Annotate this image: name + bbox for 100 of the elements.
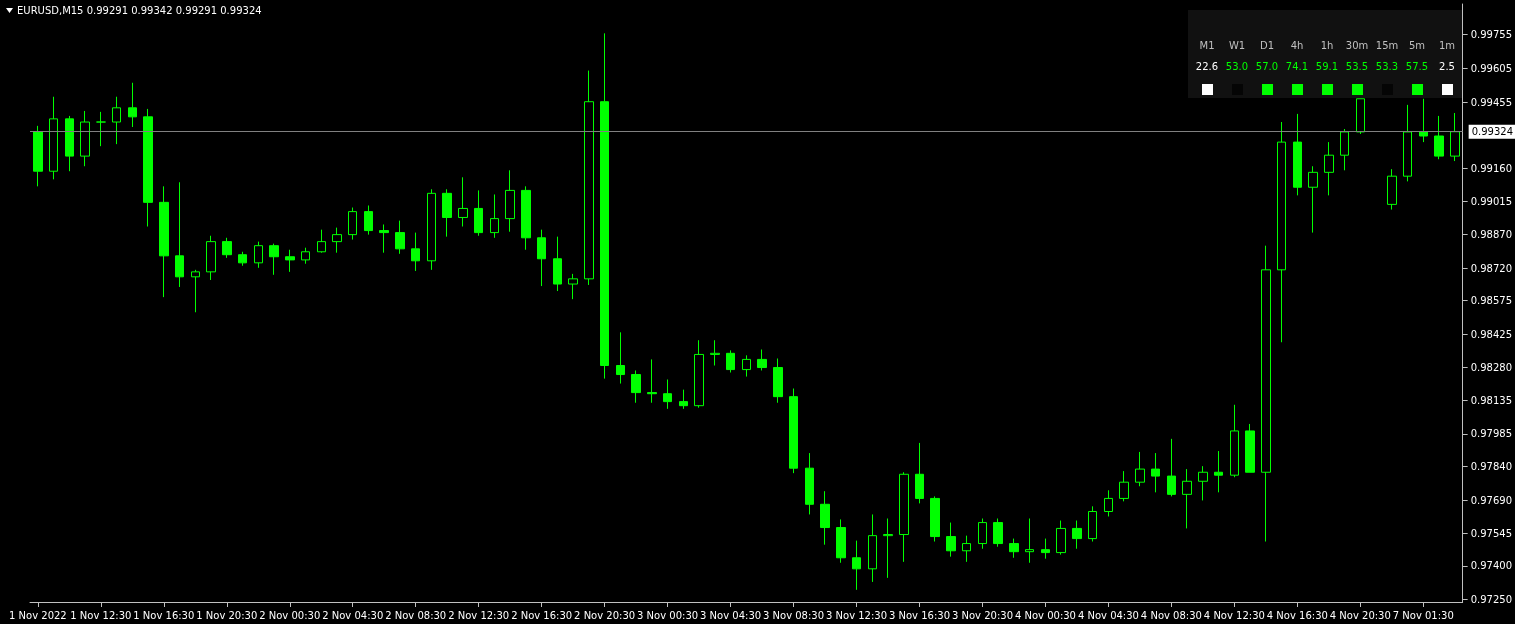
annotation: 15m [1374, 40, 1400, 51]
candlestick [1198, 465, 1208, 501]
y-tick-label: 0.97690 [1470, 494, 1513, 506]
candlestick [584, 70, 594, 286]
candlestick [537, 229, 546, 287]
annotation: D1 [1258, 40, 1276, 51]
y-tick-label: 0.99755 [1470, 28, 1513, 40]
annotation: 74.1 [1284, 61, 1310, 72]
candlestick [1261, 245, 1271, 543]
candlestick [647, 358, 657, 404]
y-tick-label: 0.97250 [1470, 594, 1513, 606]
x-tick-label: 3 Nov 20:30 [951, 609, 1014, 621]
x-tick-label: 2 Nov 16:30 [511, 609, 573, 621]
annotation: 30m [1344, 40, 1370, 51]
candlestick [710, 339, 720, 367]
candlestick [301, 247, 310, 265]
candlestick [742, 354, 751, 378]
candlestick [1340, 128, 1349, 171]
x-tick-label: 3 Nov 04:30 [700, 609, 762, 621]
candlestick [143, 108, 153, 227]
candlestick [112, 96, 121, 145]
annotation: M1 [1198, 40, 1216, 51]
annotation: 2.5 [1438, 61, 1456, 72]
candlestick [1009, 538, 1019, 559]
chart-title: EURUSD,M15 0.99291 0.99342 0.99291 0.99324 [17, 5, 262, 16]
candlestick [317, 229, 326, 254]
candlestick [269, 243, 279, 276]
candlestick [915, 442, 924, 504]
y-tick-label: 0.98575 [1470, 295, 1513, 307]
candlestick [159, 185, 169, 298]
y-tick-label: 0.99160 [1470, 163, 1513, 175]
candlestick [254, 241, 263, 269]
candlestick [789, 388, 798, 474]
y-tick-label: 0.97985 [1470, 428, 1513, 440]
y-tick-label: 0.99455 [1470, 96, 1513, 108]
candlestick [364, 205, 373, 236]
candlestick [1356, 98, 1365, 135]
candlestick [1324, 141, 1334, 196]
candlestick [663, 379, 672, 410]
candlestick [1025, 518, 1034, 564]
candlestick [868, 513, 877, 583]
candlestick [1293, 113, 1302, 196]
x-tick-label: 4 Nov 12:30 [1203, 609, 1265, 621]
annotation: 57.0 [1254, 61, 1280, 72]
x-tick-label: 1 Nov 12:30 [70, 609, 132, 621]
candlestick [521, 185, 531, 251]
candlestick [474, 189, 483, 237]
annotation: 1m [1437, 40, 1457, 51]
y-tick-label: 0.97400 [1470, 560, 1513, 572]
candlestick [757, 348, 767, 371]
candlestick [1104, 489, 1113, 517]
candlestick [568, 273, 578, 300]
y-tick-label: 0.98870 [1470, 228, 1513, 240]
x-tick-label: 4 Nov 16:30 [1266, 609, 1328, 621]
candlestick [1230, 404, 1239, 478]
x-tick-label: 1 Nov 16:30 [133, 609, 195, 621]
annotation: 22.6 [1194, 61, 1220, 72]
x-tick-label: 3 Nov 16:30 [888, 609, 951, 621]
candlestick [1151, 452, 1160, 493]
x-tick-label: 4 Nov 04:30 [1077, 609, 1139, 621]
x-tick-label: 2 Nov 20:30 [574, 609, 636, 621]
candlestick [993, 518, 1003, 548]
x-tick-label: 2 Nov 04:30 [322, 609, 384, 621]
candlestick [1135, 451, 1145, 487]
candlestick [1088, 505, 1097, 543]
candlestick [773, 358, 783, 404]
candlestick [1167, 438, 1176, 497]
candlestick [33, 125, 43, 187]
candlestick [395, 220, 405, 255]
x-tick-label: 2 Nov 00:30 [259, 609, 321, 621]
candlestick [1277, 121, 1286, 343]
candlestick [899, 471, 909, 563]
x-tick-label: 3 Nov 12:30 [826, 609, 888, 621]
y-tick-label: 0.98425 [1470, 329, 1513, 341]
x-tick-label: 2 Nov 08:30 [385, 609, 447, 621]
candlestick [1403, 104, 1412, 182]
x-tick-label: 1 Nov 2022 [9, 609, 67, 621]
candlestick [1041, 538, 1050, 560]
candlestick [1072, 520, 1082, 550]
candlestick [820, 490, 830, 546]
annotation: 4h [1289, 40, 1305, 51]
candlestick [222, 237, 232, 259]
candlestick [65, 115, 74, 172]
x-tick-label: 3 Nov 00:30 [637, 609, 699, 621]
candlestick [1245, 423, 1255, 473]
y-tick-label: 0.99605 [1470, 62, 1513, 74]
candlestick [458, 176, 468, 227]
candlestick [96, 111, 106, 147]
candlestick [679, 389, 688, 410]
candlestick [600, 32, 609, 380]
candlestick [1182, 468, 1192, 529]
y-tick-label: 0.99015 [1470, 195, 1513, 207]
candlestick [505, 169, 515, 233]
annotation: W1 [1227, 40, 1247, 51]
x-tick-label: 3 Nov 08:30 [763, 609, 825, 621]
candlestick [411, 232, 420, 272]
candlestick [490, 193, 499, 239]
annotation: 5m [1407, 40, 1427, 51]
candlestick [379, 223, 389, 254]
annotation: 1h [1319, 40, 1335, 51]
